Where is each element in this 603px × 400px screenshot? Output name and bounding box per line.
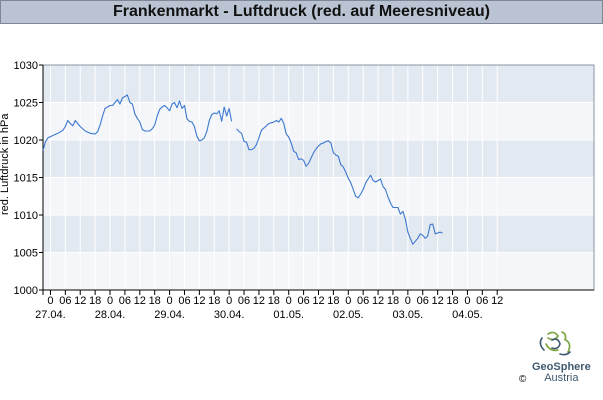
logo-name: GeoSphere xyxy=(532,361,591,373)
x-tick-label: 18 xyxy=(387,295,399,307)
y-axis-label: red. Luftdruck in hPa xyxy=(0,113,11,215)
date-label: 02.05. xyxy=(333,309,364,321)
chart-title: Frankenmarkt - Luftdruck (red. auf Meere… xyxy=(113,3,490,20)
x-tick-label: 06 xyxy=(357,295,369,307)
pressure-line xyxy=(42,94,233,151)
date-label: 28.04. xyxy=(95,309,126,321)
x-tick-label: 18 xyxy=(149,295,161,307)
x-tick-label: 0 xyxy=(405,295,411,307)
x-tick-label: 0 xyxy=(345,295,351,307)
plot-axes xyxy=(39,64,595,295)
y-tick-label: 1015 xyxy=(14,173,38,185)
y-tick-label: 1030 xyxy=(14,60,38,72)
x-tick-label: 18 xyxy=(208,295,220,307)
x-tick-label: 12 xyxy=(372,295,384,307)
x-tick-label: 06 xyxy=(297,295,309,307)
date-label: 30.04. xyxy=(214,309,245,321)
y-tick-label: 1025 xyxy=(14,98,38,110)
x-tick-label: 12 xyxy=(491,295,503,307)
x-tick-label: 06 xyxy=(238,295,250,307)
copyright-symbol: © xyxy=(519,374,527,385)
logo-text: GeoSphere Austria xyxy=(532,362,591,384)
date-label: 29.04. xyxy=(154,309,185,321)
y-tick-label: 1020 xyxy=(14,135,38,147)
y-tick-label: 1005 xyxy=(14,248,38,260)
x-tick-label: 12 xyxy=(193,295,205,307)
x-tick-label: 06 xyxy=(119,295,131,307)
series-lines xyxy=(42,94,443,245)
x-tick-label: 06 xyxy=(178,295,190,307)
x-tick-label: 0 xyxy=(167,295,173,307)
x-tick-label: 12 xyxy=(253,295,265,307)
date-label: 27.04. xyxy=(35,309,66,321)
x-tick-label: 0 xyxy=(107,295,113,307)
logo-subname: Austria xyxy=(544,372,579,384)
x-tick-label: 06 xyxy=(476,295,488,307)
x-tick-label: 0 xyxy=(47,295,53,307)
x-tick-label: 06 xyxy=(417,295,429,307)
x-tick-label: 18 xyxy=(89,295,101,307)
x-tick-label: 12 xyxy=(312,295,324,307)
y-tick-label: 1000 xyxy=(14,285,38,297)
y-tick-labels: 1000 1005 1010 1015 1020 1025 1030 xyxy=(14,60,38,297)
x-tick-label: 18 xyxy=(446,295,458,307)
x-tick-label: 0 xyxy=(286,295,292,307)
x-tick-label: 12 xyxy=(134,295,146,307)
date-label: 01.05. xyxy=(273,309,304,321)
date-label: 04.05. xyxy=(452,309,483,321)
x-tick-labels: 0 06 12 18 0 06 12 18 0 06 12 18 0 06 12 18 0 06 12 18 0 06 12… xyxy=(35,295,503,321)
chart-title-bar: Frankenmarkt - Luftdruck (red. auf Meere… xyxy=(0,0,603,24)
x-tick-label: 0 xyxy=(226,295,232,307)
y-tick-label: 1010 xyxy=(14,210,38,222)
x-tick-label: 18 xyxy=(268,295,280,307)
geosphere-logo xyxy=(516,326,596,396)
x-tick-label: 12 xyxy=(432,295,444,307)
x-tick-label: 18 xyxy=(327,295,339,307)
x-tick-label: 06 xyxy=(59,295,71,307)
x-tick-label: 0 xyxy=(464,295,470,307)
date-label: 03.05. xyxy=(393,309,424,321)
pressure-line xyxy=(236,117,443,245)
x-tick-label: 12 xyxy=(74,295,86,307)
